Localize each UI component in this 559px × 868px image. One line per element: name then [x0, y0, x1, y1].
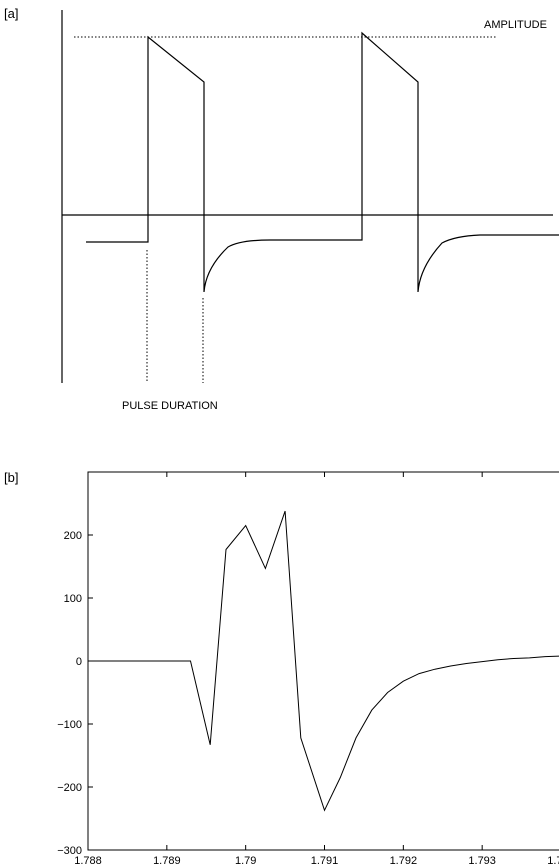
- x-tick-label: 1.79: [235, 855, 256, 867]
- y-tick-label: −300: [57, 845, 82, 857]
- x-tick-label: 1.789: [153, 855, 181, 867]
- x-tick-label: 1.794: [547, 855, 559, 867]
- series-line: [88, 510, 559, 812]
- x-tick-label: 1.788: [74, 855, 102, 867]
- axis-ticks: [87, 472, 483, 851]
- pulse-waveform: [86, 31, 559, 293]
- pulse-duration-label: PULSE DURATION: [122, 400, 218, 412]
- y-tick-label: −200: [57, 782, 82, 794]
- data-series: [88, 510, 559, 812]
- y-tick-label: 0: [76, 656, 82, 668]
- x-tick-labels: 1.788 1.789 1.79 1.791 1.792 1.793 1.794: [74, 855, 559, 867]
- y-tick-label: −100: [57, 719, 82, 731]
- y-tick-label: 100: [64, 593, 82, 605]
- panel-a-label: [a]: [4, 6, 18, 21]
- panel-b: [b] 1.788 1.789 1.79 1.791 1.792 1.793 1.794 −…: [4, 470, 559, 867]
- amplitude-label: AMPLITUDE: [484, 19, 547, 31]
- y-tick-label: 200: [64, 530, 82, 542]
- panel-b-label: [b]: [4, 470, 18, 485]
- panel-a: [a] AMPLITUDE PULSE DURATION: [4, 6, 559, 412]
- x-tick-label: 1.791: [311, 855, 339, 867]
- y-tick-labels: −300 −200 −100 0 100 200: [57, 530, 82, 857]
- x-tick-label: 1.793: [468, 855, 496, 867]
- x-tick-label: 1.792: [390, 855, 418, 867]
